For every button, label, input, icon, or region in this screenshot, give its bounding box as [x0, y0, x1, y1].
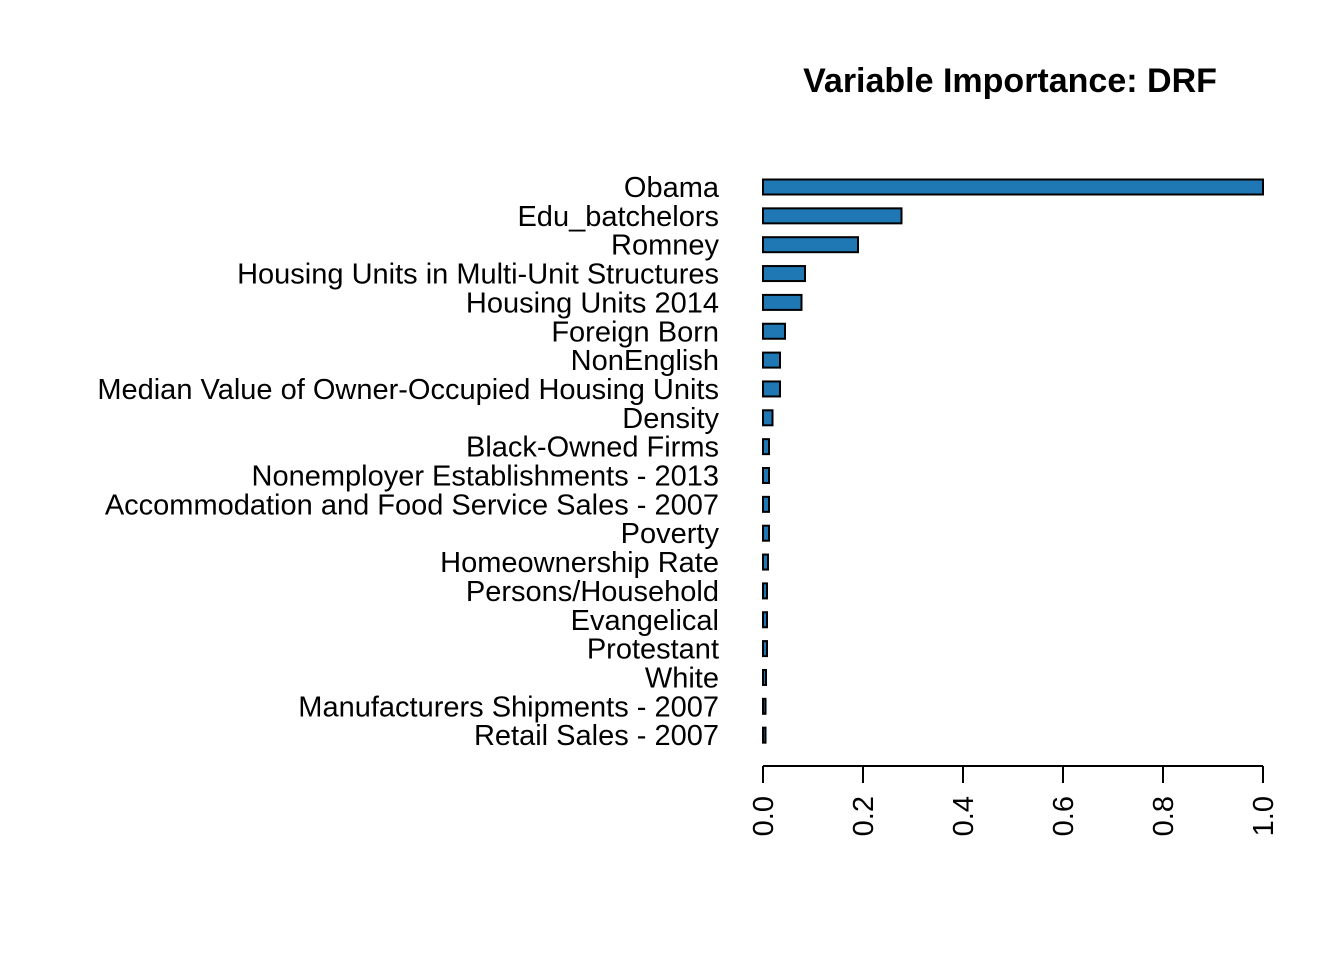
x-tick-label: 0.6	[1048, 796, 1080, 836]
category-label: Foreign Born	[551, 316, 719, 348]
bar-6	[762, 351, 781, 369]
bar-8	[762, 409, 774, 427]
category-label: Homeownership Rate	[440, 547, 719, 579]
bar-17	[762, 668, 767, 686]
x-tick-label: 0.8	[1148, 796, 1180, 836]
bar-13	[762, 553, 769, 571]
category-label: Romney	[611, 230, 719, 262]
bar-18	[762, 697, 767, 715]
category-label: Nonemployer Establishments - 2013	[252, 461, 719, 493]
category-label: Density	[622, 403, 719, 435]
bar-9	[762, 438, 770, 456]
x-tick-label: 0.0	[748, 796, 780, 836]
bar-19	[762, 726, 767, 744]
x-tick-label: 1.0	[1248, 796, 1280, 836]
category-label: Accommodation and Food Service Sales - 2…	[105, 489, 719, 521]
category-label: Edu_batchelors	[517, 201, 719, 233]
category-label: Manufacturers Shipments - 2007	[298, 691, 719, 723]
category-label: Obama	[624, 172, 720, 204]
bar-16	[762, 640, 768, 658]
category-label: Housing Units in Multi-Unit Structures	[237, 259, 719, 291]
bar-2	[762, 236, 859, 254]
category-label: Persons/Household	[466, 576, 719, 608]
category-label: Retail Sales - 2007	[474, 720, 719, 752]
category-label: Housing Units 2014	[466, 287, 719, 319]
bar-11	[762, 495, 770, 513]
category-label: NonEnglish	[571, 345, 719, 377]
bar-12	[762, 524, 770, 542]
category-label: Evangelical	[571, 605, 719, 637]
bar-7	[762, 380, 781, 398]
x-tick-label: 0.2	[848, 796, 880, 836]
bar-1	[762, 207, 903, 225]
x-tick-label: 0.4	[948, 796, 980, 836]
chart-title: Variable Importance: DRF	[803, 62, 1217, 100]
category-label: Protestant	[587, 634, 719, 666]
bar-14	[762, 582, 768, 600]
category-label: Poverty	[621, 518, 720, 550]
bar-5	[762, 322, 786, 340]
category-label: Median Value of Owner-Occupied Housing U…	[97, 374, 719, 406]
bar-4	[762, 293, 803, 311]
category-label: White	[645, 662, 719, 694]
bar-10	[762, 467, 770, 484]
bar-15	[762, 611, 768, 629]
bar-3	[762, 265, 806, 283]
category-label: Black-Owned Firms	[466, 432, 719, 464]
bars-group	[762, 178, 1264, 744]
bar-0	[762, 178, 1264, 196]
x-axis: 0.0 0.2 0.4 0.6 0.8 1.0	[748, 765, 1280, 836]
